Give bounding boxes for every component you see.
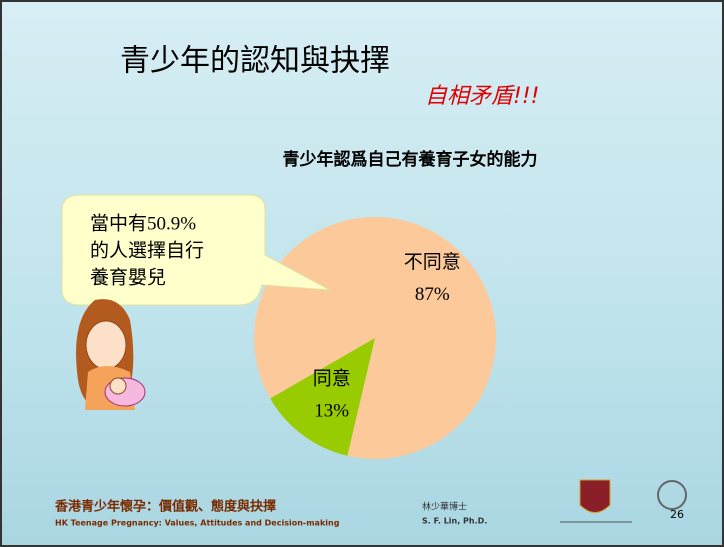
- pie-slice: [254, 216, 496, 459]
- university-logo: [560, 479, 632, 523]
- page-number: 26: [670, 508, 684, 521]
- pie-slice: [270, 338, 375, 456]
- footer-cn: 香港青少年懷孕：價值觀、態度與抉擇: [54, 499, 276, 515]
- value-label: 13%: [314, 401, 349, 422]
- slice-label: 不同意: [404, 251, 461, 273]
- callout-bubble: [61, 194, 331, 306]
- callout-line: 養育嬰兒: [90, 266, 166, 288]
- chart-title: 青少年認爲自己有養育子女的能力: [283, 149, 538, 170]
- pie: 不同意 87% 同意 13%: [254, 216, 496, 459]
- callout-line: 當中有50.9%: [90, 212, 196, 234]
- value-label: 87%: [415, 284, 450, 305]
- org-logo: [657, 480, 687, 510]
- slice-label: 同意: [313, 368, 351, 390]
- author-cn: 林少華博士: [422, 501, 467, 513]
- slide-title: 青少年的認知與抉擇: [120, 44, 390, 79]
- girl-illustration: [76, 299, 146, 410]
- slide-subtitle: 自相矛盾!!!: [425, 84, 539, 109]
- footer-en: HK Teenage Pregnancy: Values, Attitudes …: [55, 519, 340, 528]
- callout-line: 的人選擇自行: [90, 239, 204, 261]
- author-en: S. F. Lin, Ph.D.: [422, 517, 487, 526]
